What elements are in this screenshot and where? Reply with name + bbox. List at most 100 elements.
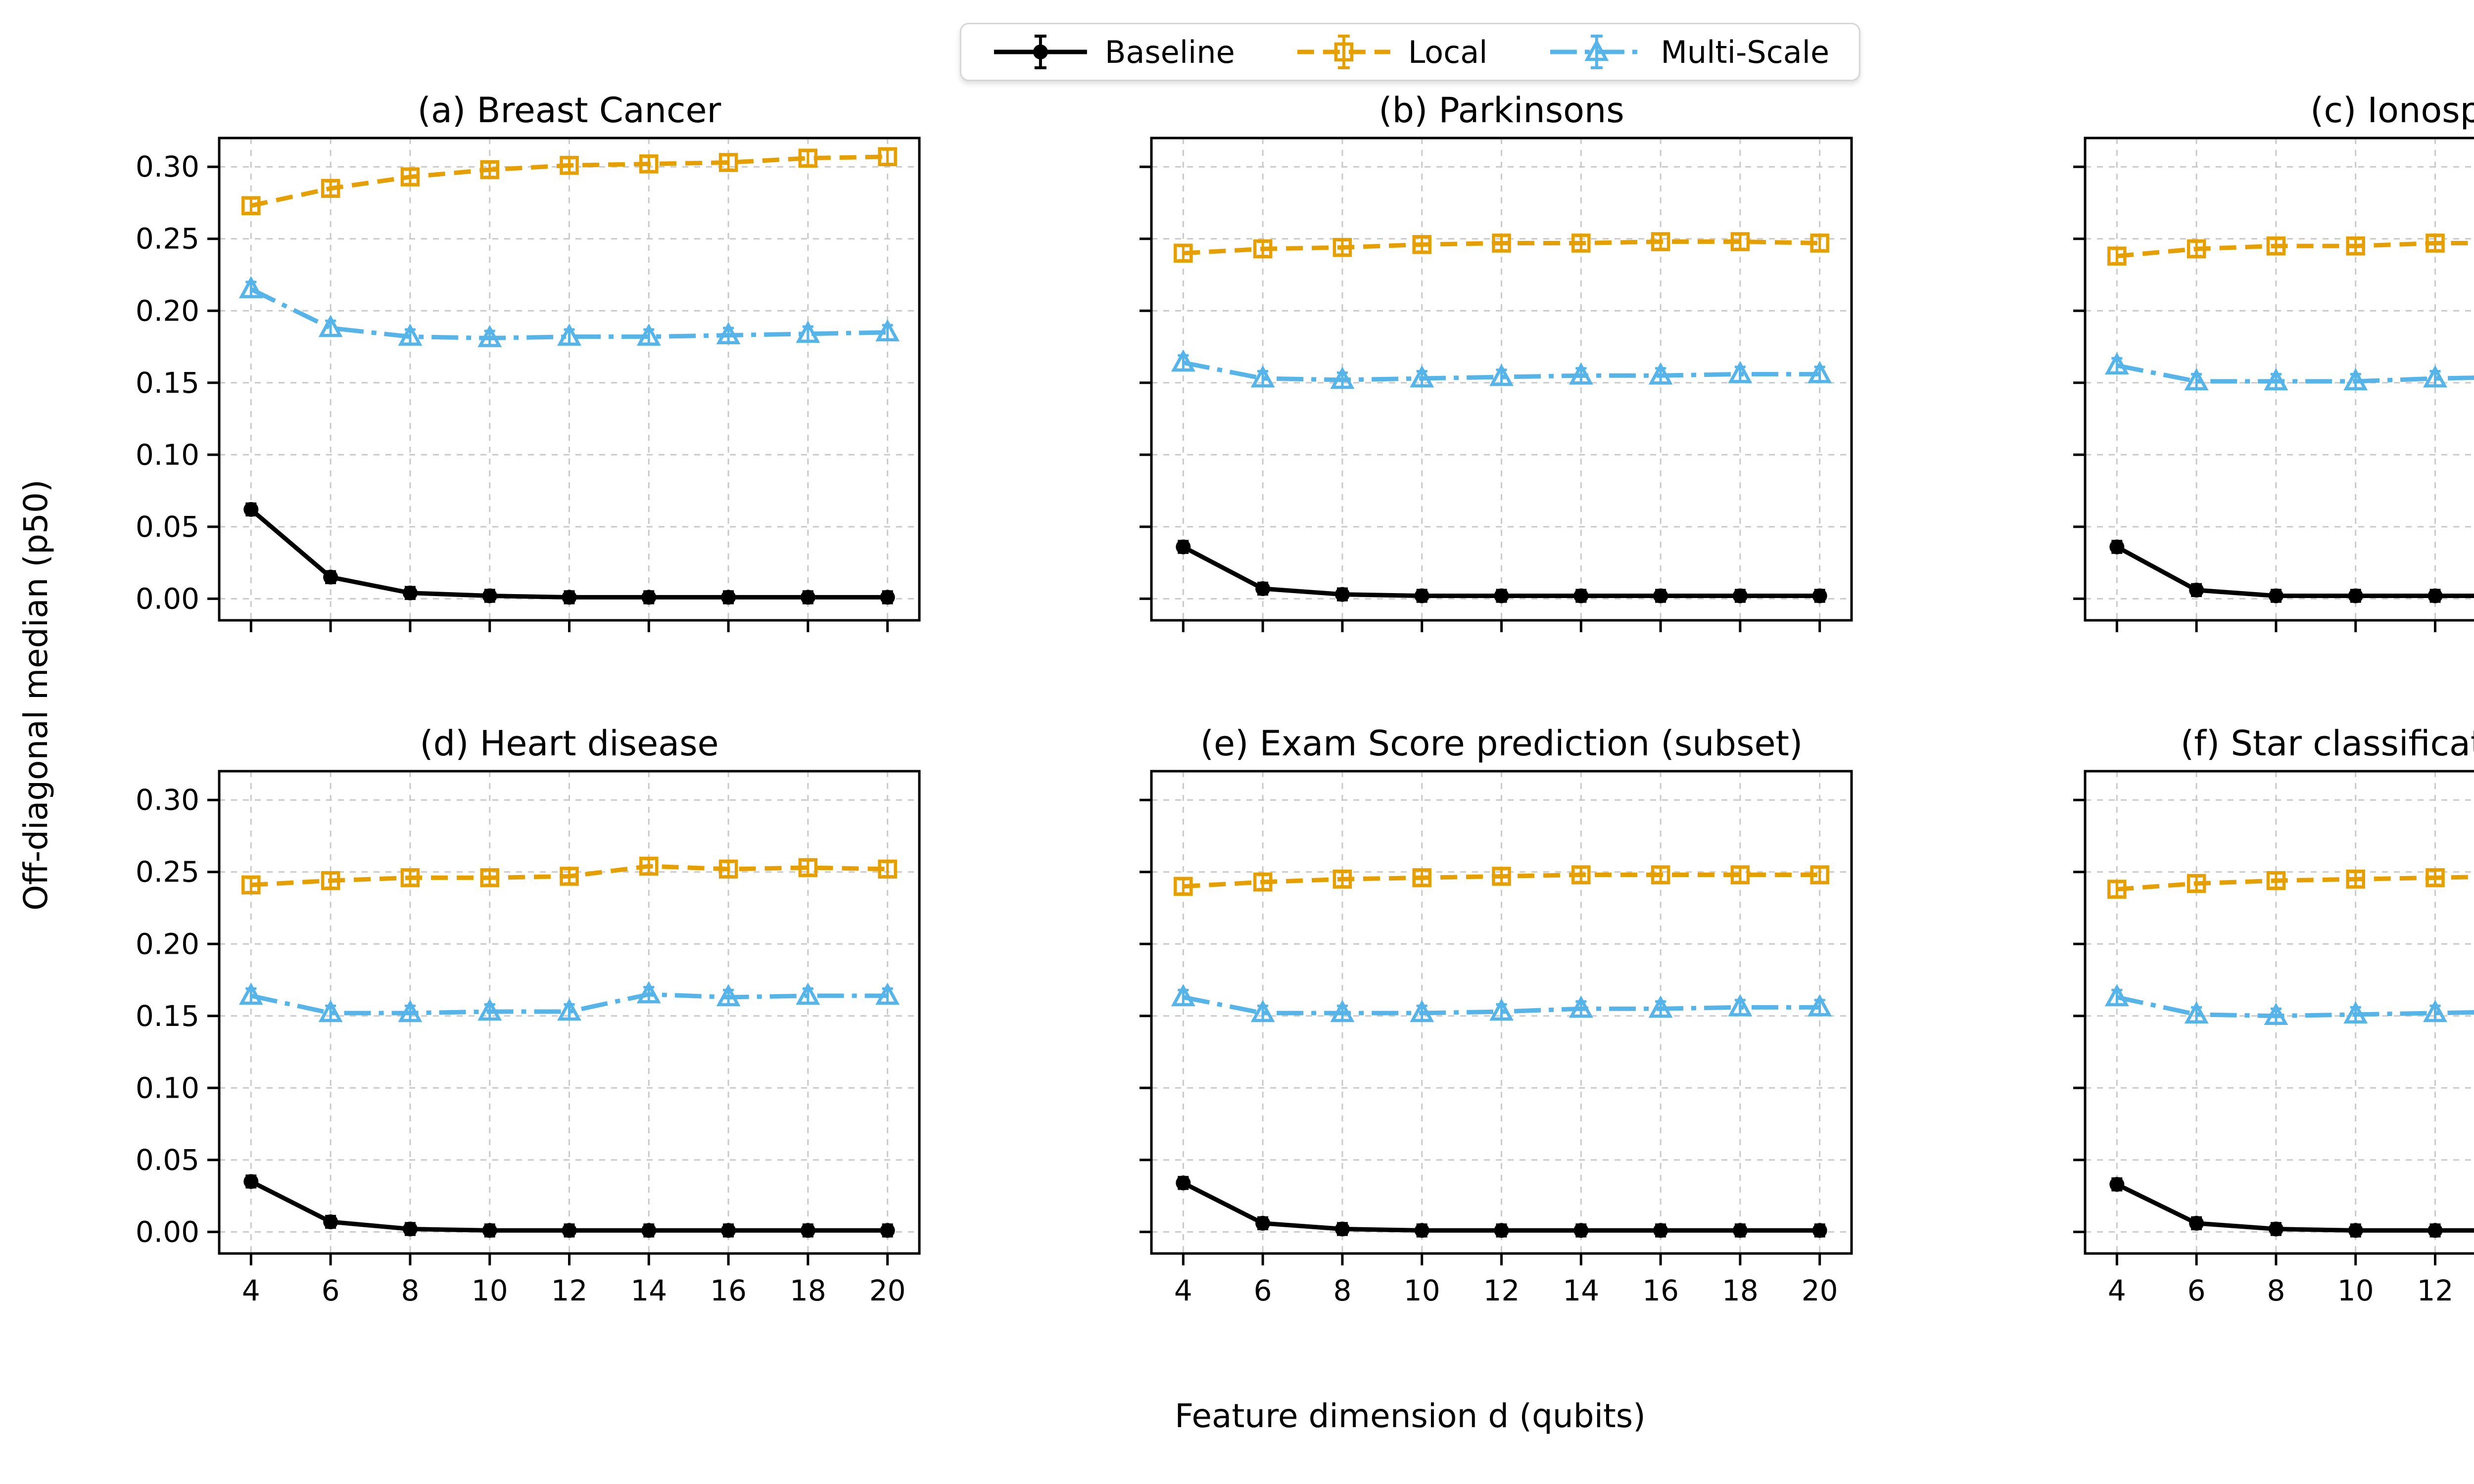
data-point-marker	[721, 590, 736, 605]
subplot-b: (b) Parkinsons	[1140, 90, 1853, 632]
data-point-marker	[1648, 362, 1673, 385]
series-multi-scale	[238, 981, 900, 1022]
y-tick-label: 0.00	[136, 1215, 199, 1249]
y-tick-label: 0.30	[136, 783, 199, 817]
data-point-marker	[2348, 1223, 2363, 1238]
data-point-marker	[1176, 1175, 1191, 1191]
data-point-marker	[398, 323, 423, 346]
x-tick-label: 6	[322, 1274, 340, 1307]
x-tick-label: 8	[2267, 1274, 2285, 1307]
x-tick-label: 18	[790, 1274, 826, 1307]
data-point-marker	[2268, 1221, 2284, 1237]
data-point-marker	[1569, 995, 1593, 1018]
data-point-marker	[1810, 233, 1829, 253]
data-point-marker	[2348, 588, 2363, 603]
data-point-marker	[1253, 872, 1273, 892]
data-point-marker	[1569, 362, 1593, 385]
data-point-marker	[2264, 1002, 2288, 1025]
data-point-marker	[1494, 588, 1509, 603]
series-local	[1174, 232, 1829, 263]
data-point-marker	[557, 998, 581, 1021]
y-tick-label: 0.15	[136, 366, 199, 400]
legend: Baseline Local Multi-Scale	[959, 23, 1861, 81]
data-point-marker	[1412, 868, 1431, 887]
data-point-marker	[243, 1174, 259, 1189]
data-point-marker	[1573, 1223, 1589, 1238]
data-point-marker	[880, 590, 895, 605]
x-tick-label: 8	[401, 1274, 419, 1307]
data-point-marker	[1494, 1223, 1509, 1238]
data-point-marker	[1330, 367, 1355, 389]
data-point-marker	[2427, 1223, 2443, 1238]
y-tick-label: 0.20	[136, 294, 199, 327]
y-tick-label: 0.00	[136, 582, 199, 615]
data-point-marker	[402, 585, 418, 601]
tick-marks	[2073, 798, 2436, 1265]
subplot-title: (d) Heart disease	[420, 723, 718, 764]
data-point-marker	[2426, 233, 2445, 253]
data-point-marker	[562, 590, 577, 605]
y-axis-label: Off-diagonal median (p50)	[17, 479, 55, 911]
data-point-marker	[243, 502, 259, 517]
data-point-marker	[639, 856, 659, 876]
data-point-marker	[1730, 232, 1750, 251]
x-tick-label: 10	[472, 1274, 508, 1307]
data-point-marker	[1812, 1223, 1827, 1238]
data-point-marker	[2104, 352, 2129, 375]
subplot-title: (f) Star classification (subset)	[2181, 723, 2474, 764]
data-point-marker	[2189, 1215, 2204, 1231]
x-tick-label: 12	[2417, 1274, 2454, 1307]
series-baseline	[1176, 1175, 1827, 1238]
data-point-marker	[875, 319, 900, 342]
series-local	[241, 147, 897, 216]
data-point-marker	[1334, 1221, 1350, 1237]
data-point-marker	[557, 323, 581, 346]
data-point-marker	[1812, 588, 1827, 603]
series-local	[2107, 868, 2474, 899]
subplot-title: (c) Ionosphere	[2310, 90, 2474, 131]
series-line	[2116, 240, 2474, 259]
series-baseline	[2109, 1177, 2474, 1238]
data-point-marker	[880, 1223, 895, 1238]
legend-item-local: Local	[1294, 31, 1487, 73]
tick-marks	[207, 165, 889, 632]
data-point-marker	[2266, 871, 2286, 890]
data-point-marker	[2426, 868, 2445, 887]
series-line	[250, 287, 888, 341]
y-tick-label: 0.25	[136, 855, 199, 889]
error-bar	[882, 148, 893, 165]
data-point-marker	[560, 867, 579, 886]
gridlines	[219, 138, 919, 620]
series-multi-scale	[2104, 352, 2474, 391]
data-point-marker	[1410, 1000, 1434, 1022]
series-baseline	[243, 1174, 895, 1238]
x-tick-label: 20	[1802, 1274, 1838, 1307]
tick-marks	[1140, 165, 1821, 632]
data-point-marker	[2187, 874, 2206, 893]
data-point-marker	[2264, 368, 2288, 391]
data-point-marker	[323, 569, 338, 585]
data-point-marker	[323, 1214, 338, 1229]
data-point-marker	[2423, 365, 2447, 388]
data-point-marker	[1489, 998, 1514, 1021]
x-tick-label: 14	[1563, 1274, 1599, 1307]
series-local	[241, 856, 897, 895]
data-point-marker	[1492, 867, 1511, 886]
subplot-a: 0.00 0.05 0.10 0.15 0.20 0.25 0.30 (a) Breast C…	[136, 90, 921, 632]
data-point-marker	[878, 859, 897, 879]
data-point-marker	[560, 156, 579, 175]
data-point-marker	[878, 147, 897, 167]
series-line	[2116, 995, 2474, 1019]
series-baseline	[2109, 539, 2474, 603]
x-tick-label: 10	[2337, 1274, 2374, 1307]
data-point-marker	[400, 868, 420, 887]
legend-label-baseline: Baseline	[1104, 34, 1235, 70]
series-multi-scale	[2104, 984, 2474, 1025]
data-point-marker	[1414, 1223, 1429, 1238]
x-tick-label: 12	[1483, 1274, 1520, 1307]
data-point-marker	[2266, 236, 2286, 256]
x-tick-label: 18	[1722, 1274, 1759, 1307]
data-point-marker	[1334, 42, 1353, 62]
data-point-marker	[1253, 239, 1273, 259]
